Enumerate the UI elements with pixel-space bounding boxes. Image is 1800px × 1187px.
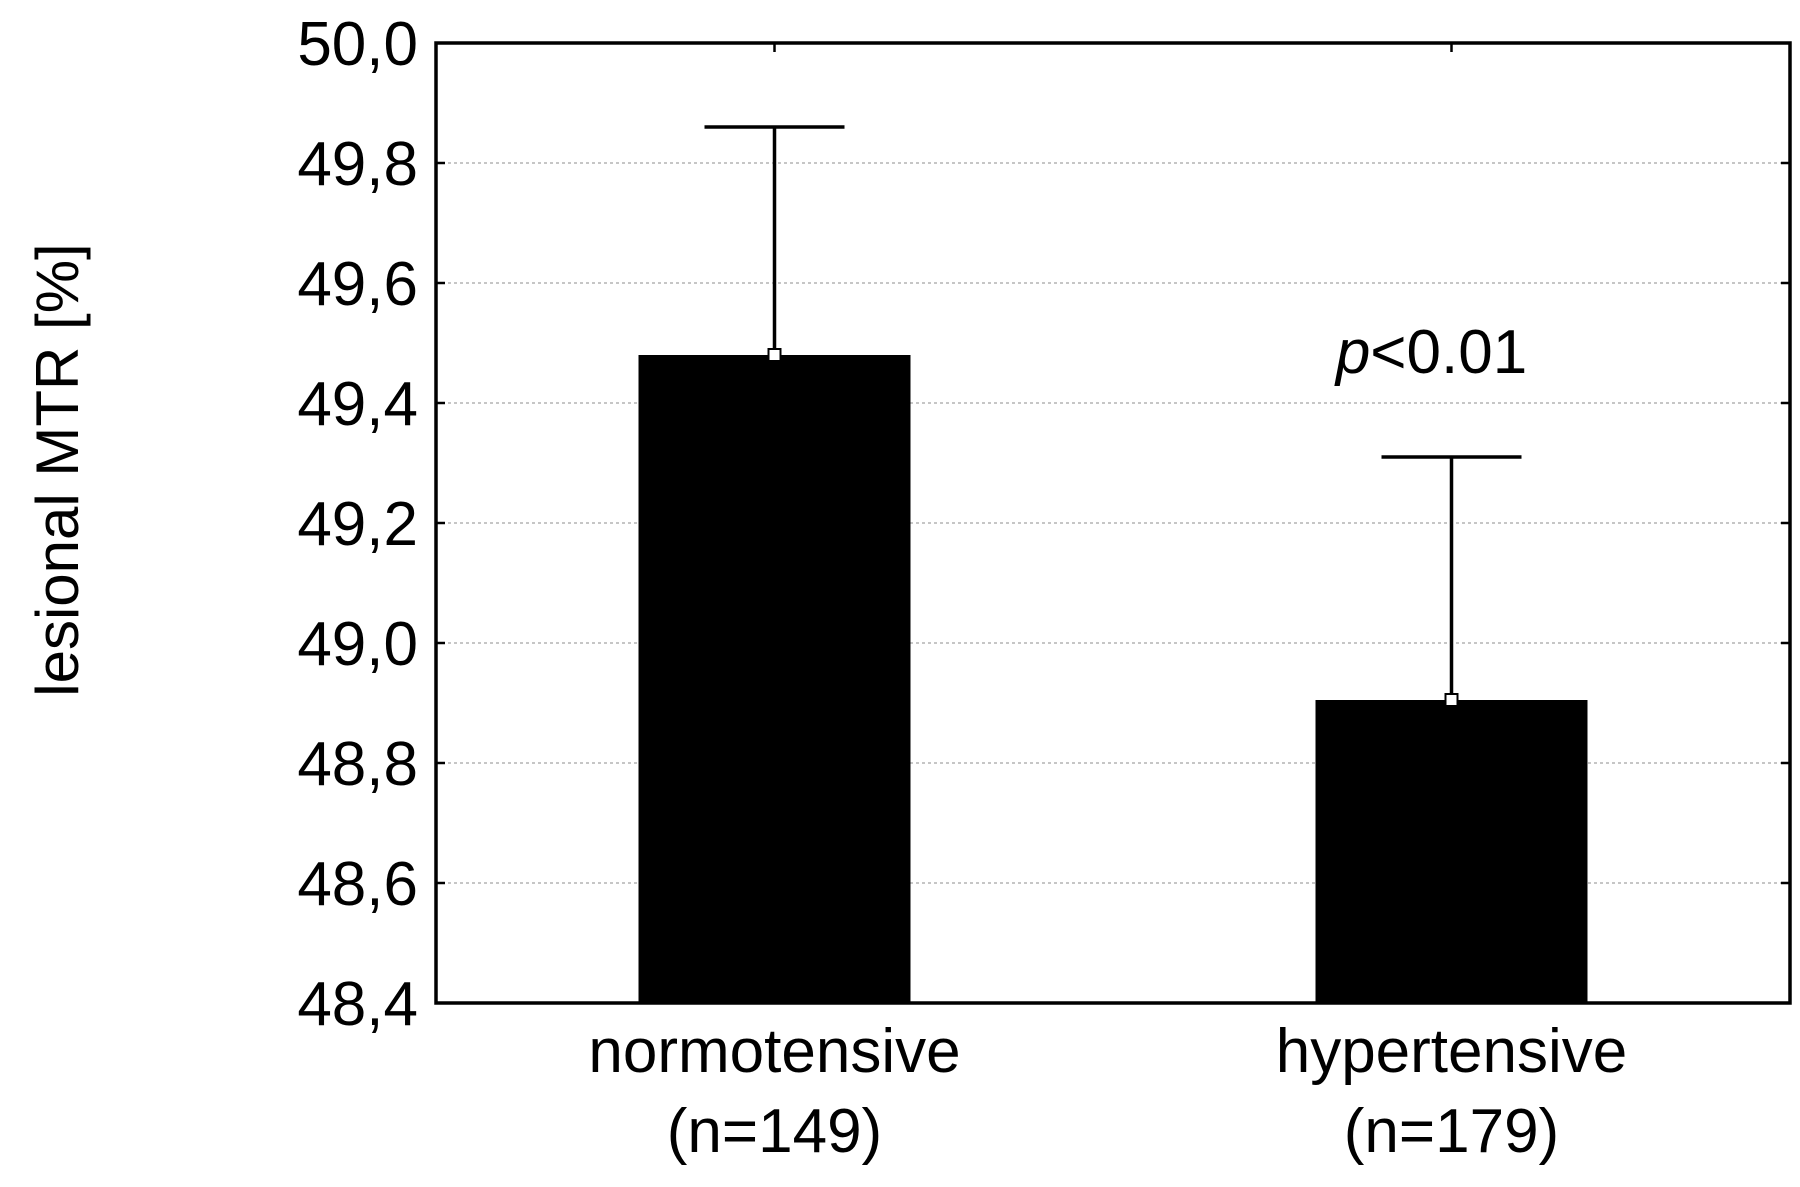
x-tick-label: normotensive: [588, 1017, 960, 1086]
x-tick-sublabel: (n=179): [1344, 1097, 1559, 1166]
axis-labels: 50,0 49,8 49,6 49,4 49,2 49,0 48,8 48,6 48,4 norm…: [297, 10, 1627, 1166]
p-value-annotation: p<0.01: [1334, 318, 1527, 387]
y-tick-label: 49,0: [297, 610, 418, 679]
y-tick-label: 50,0: [297, 10, 418, 79]
y-tick-label: 49,6: [297, 250, 418, 319]
y-tick-label: 48,8: [297, 730, 418, 799]
y-tick-label: 48,6: [297, 850, 418, 919]
p-value-italic: p: [1334, 318, 1370, 387]
y-axis-label: lesional MTR [%]: [24, 243, 91, 696]
x-tick-label: hypertensive: [1276, 1017, 1628, 1086]
mean-marker: [767, 348, 782, 362]
y-tick-label: 49,4: [297, 370, 418, 439]
y-tick-label: 49,8: [297, 130, 418, 199]
y-tick-label: 49,2: [297, 490, 418, 559]
mean-marker: [1444, 693, 1459, 707]
bar: [1315, 700, 1588, 1003]
error-bars: [704, 125, 1522, 707]
bars: [638, 355, 1588, 1003]
bar: [638, 355, 911, 1003]
p-value-text: <0.01: [1370, 318, 1527, 387]
y-tick-label: 48,4: [297, 970, 418, 1039]
x-tick-sublabel: (n=149): [667, 1097, 882, 1166]
axis-ticks: [436, 41, 1790, 1005]
